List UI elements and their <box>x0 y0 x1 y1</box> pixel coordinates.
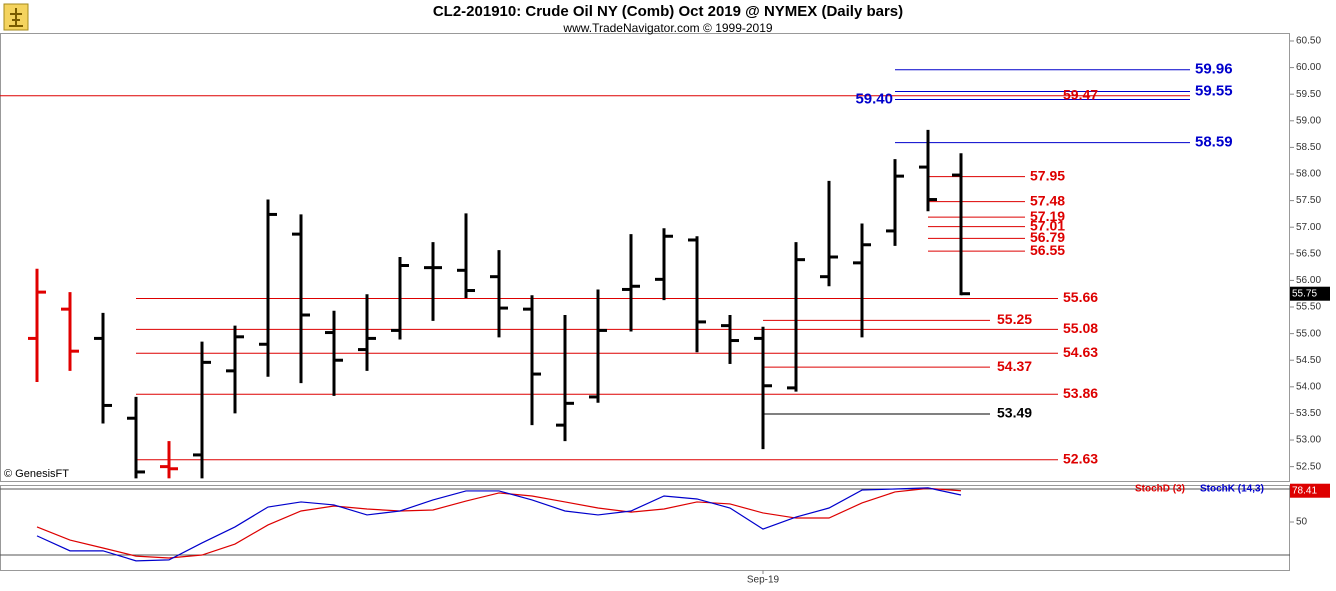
price-panel-border <box>0 33 1290 482</box>
stoch-plot <box>0 487 1290 562</box>
y-tick-label: 58.50 <box>1296 142 1321 153</box>
last-price-box <box>1290 286 1330 301</box>
y-tick-label: 56.50 <box>1296 248 1321 259</box>
level-label: 55.66 <box>1063 289 1098 305</box>
watermark: © GenesisFT <box>4 468 69 480</box>
last-value-box <box>1290 483 1330 498</box>
y-tick-label: 58.00 <box>1296 169 1321 180</box>
x-tick-label: Sep-19 <box>747 575 780 586</box>
level-label: 56.79 <box>1030 229 1065 245</box>
level-label: 59.55 <box>1195 82 1233 99</box>
level-label: 53.49 <box>997 405 1032 421</box>
stoch-panel-border <box>0 485 1290 571</box>
level-label: 57.19 <box>1030 208 1065 224</box>
y-tick-label: 55.50 <box>1296 302 1321 313</box>
level-label: 59.47 <box>1063 86 1098 102</box>
y-tick-label: 54.50 <box>1296 355 1321 366</box>
y-tick-label: 60.00 <box>1296 62 1321 73</box>
legend-entry: StochK (14,3) <box>1200 484 1264 495</box>
level-label: 59.96 <box>1195 61 1233 78</box>
level-label: 57.48 <box>1030 192 1065 208</box>
level-label: 54.37 <box>997 358 1032 374</box>
price-plot <box>0 69 1190 479</box>
y-tick-label: 60.50 <box>1296 36 1321 47</box>
legend-entry: StochD (3) <box>1135 484 1185 495</box>
level-label: 59.40 <box>855 90 893 107</box>
y-tick-label: 55.00 <box>1296 328 1321 339</box>
level-label: 57.01 <box>1030 217 1065 233</box>
chart-title: CL2-201910: Crude Oil NY (Comb) Oct 2019… <box>433 3 903 20</box>
level-label: 57.95 <box>1030 167 1065 183</box>
level-label: 55.08 <box>1063 320 1098 336</box>
level-label: 52.63 <box>1063 450 1098 466</box>
y-tick-label: 57.00 <box>1296 222 1321 233</box>
level-label: 55.25 <box>997 311 1032 327</box>
level-label: 58.59 <box>1195 134 1233 151</box>
level-label: 54.63 <box>1063 344 1098 360</box>
chart-subtitle: www.TradeNavigator.com © 1999-2019 <box>562 21 772 35</box>
y-tick-label: 59.00 <box>1296 115 1321 126</box>
y-tick-label: 59.50 <box>1296 89 1321 100</box>
logo <box>3 3 29 31</box>
y-tick-label: 53.50 <box>1296 408 1321 419</box>
level-label: 53.86 <box>1063 385 1098 401</box>
y-tick-label: 50 <box>1296 517 1308 528</box>
last-price-label: 55.75 <box>1292 288 1317 299</box>
y-tick-label: 52.50 <box>1296 461 1321 472</box>
stoch-line <box>36 487 962 559</box>
stoch-line <box>36 487 962 562</box>
y-tick-label: 56.00 <box>1296 275 1321 286</box>
y-tick-label: 57.50 <box>1296 195 1321 206</box>
last-value-label: 78.41 <box>1292 485 1317 496</box>
level-label: 56.55 <box>1030 242 1065 258</box>
y-tick-label: 54.00 <box>1296 381 1321 392</box>
y-tick-label: 53.00 <box>1296 435 1321 446</box>
